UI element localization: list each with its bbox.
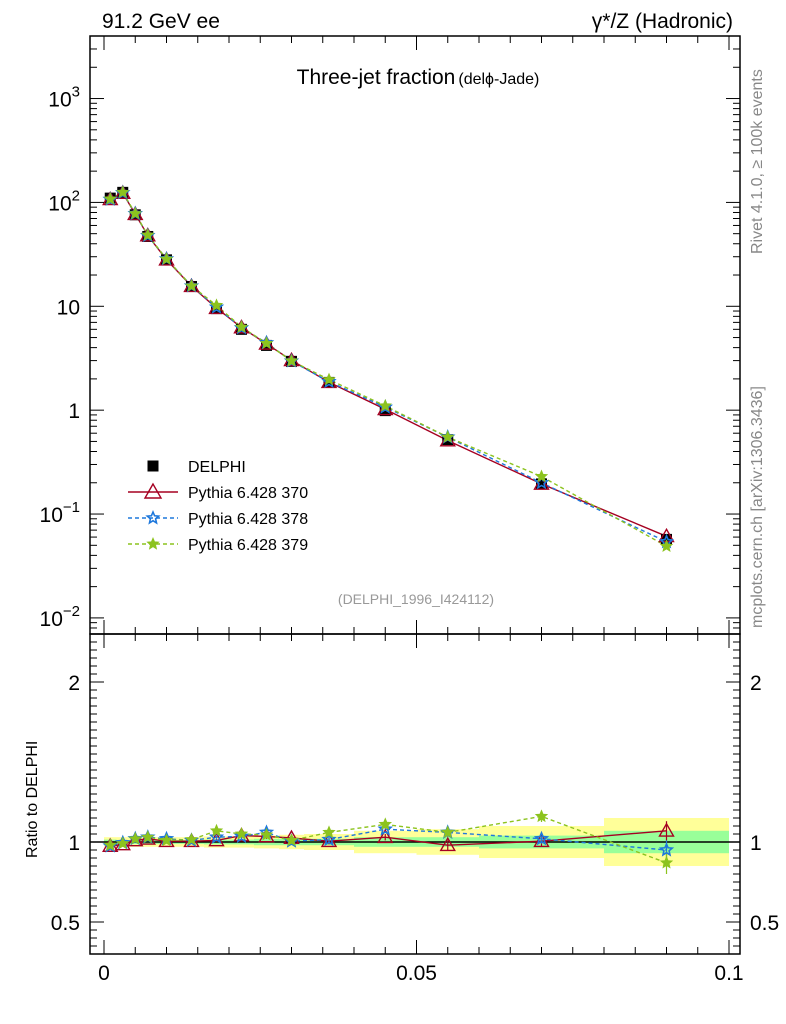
point-p379 bbox=[534, 469, 549, 483]
mcplots-label: mcplots.cern.ch [arXiv:1306.3436] bbox=[749, 386, 766, 628]
legend-marker-data bbox=[147, 460, 159, 472]
point-p378 bbox=[533, 474, 550, 490]
legend-marker-p379 bbox=[146, 536, 160, 550]
ratio-point-p379 bbox=[140, 830, 155, 843]
main-panel: 10−2 10−1 1 10 102 103 Three-jet fraction (del… bbox=[40, 35, 741, 635]
chart-title: Three-jet fraction (delϕ-Jade) bbox=[297, 66, 540, 89]
point-p379 bbox=[209, 298, 224, 312]
point-p379 bbox=[259, 336, 274, 350]
main-y-tick-label: 10−1 bbox=[40, 499, 80, 527]
main-axes: 10−2 10−1 1 10 102 103 bbox=[40, 35, 740, 635]
ratio-point-p378 bbox=[208, 829, 225, 844]
header-process: γ*/Z (Hadronic) bbox=[592, 10, 733, 33]
ratio-point-p379 bbox=[184, 832, 199, 846]
ratio-y-tick-label: 1 bbox=[68, 832, 80, 855]
ratio-point-p379 bbox=[322, 825, 336, 839]
main-y-tick-label: 10−2 bbox=[40, 603, 80, 631]
point-p379 bbox=[659, 539, 674, 552]
ratio-point-p378 bbox=[321, 831, 337, 847]
legend-label-p379: Pythia 6.428 379 bbox=[188, 537, 308, 554]
chart-subtitle: (delϕ-Jade) bbox=[458, 71, 539, 88]
main-y-tick-label: 103 bbox=[48, 84, 80, 112]
ratio-point-p379 bbox=[128, 831, 143, 845]
header-energy: 91.2 GeV ee bbox=[102, 10, 220, 33]
ratio-point-p379 bbox=[234, 826, 249, 840]
ratio-point-p379 bbox=[259, 827, 274, 841]
legend-label-data: DELPHI bbox=[188, 459, 246, 476]
ratio-point-p379 bbox=[284, 833, 299, 847]
ratio-axis-label: Ratio to DELPHI bbox=[24, 741, 41, 858]
main-y-tick-label: 1 bbox=[68, 400, 80, 423]
point-p370 bbox=[377, 400, 394, 416]
main-series-layer bbox=[102, 184, 675, 552]
x-tick-label: 0 bbox=[98, 962, 110, 985]
ratio-point-p370 bbox=[377, 828, 394, 844]
x-tick-label: 0.05 bbox=[396, 962, 437, 985]
rivet-version-label: Rivet 4.1.0, ≥ 100k events bbox=[749, 69, 766, 254]
ratio-point-p378 bbox=[658, 841, 675, 857]
ratio-panel: 0 0.05 0.1 0.5 0.5 1 1 2 2 Ratio to DELPHI bbox=[24, 633, 779, 985]
ratio-y-tick-label-right: 0.5 bbox=[750, 912, 779, 935]
point-p379 bbox=[103, 191, 118, 205]
point-p379 bbox=[115, 185, 130, 199]
legend-label-p370: Pythia 6.428 370 bbox=[188, 485, 308, 502]
ratio-point-p379 bbox=[378, 817, 393, 831]
data-point-delphi bbox=[536, 478, 547, 490]
ratio-point-p379 bbox=[440, 825, 455, 839]
ratio-y-tick-label-right: 2 bbox=[750, 672, 762, 695]
ratio-point-p378 bbox=[377, 821, 394, 836]
point-p379 bbox=[159, 251, 174, 265]
main-y-tick-label: 102 bbox=[48, 187, 80, 215]
legend-marker-p378 bbox=[145, 509, 161, 525]
ratio-point-p379 bbox=[534, 809, 549, 823]
ratio-point-p379 bbox=[115, 836, 130, 850]
point-p379 bbox=[441, 430, 455, 443]
point-p379 bbox=[284, 353, 299, 367]
legend-marker-p370 bbox=[143, 482, 163, 499]
ratio-point-p378 bbox=[533, 830, 550, 846]
point-p379 bbox=[322, 372, 336, 386]
ratio-y-tick-label: 2 bbox=[68, 672, 80, 695]
main-y-tick-label: 10 bbox=[57, 296, 80, 319]
ratio-frame bbox=[89, 633, 741, 955]
legend: DELPHI Pythia 6.428 370 Pythia 6.428 378 Py… bbox=[128, 459, 308, 554]
series-line-p379 bbox=[109, 191, 667, 547]
ratio-point-p379 bbox=[103, 838, 118, 851]
ratio-point-p379 bbox=[659, 855, 674, 869]
point-p379 bbox=[128, 206, 142, 220]
analysis-watermark: (DELPHI_1996_I424112) bbox=[338, 591, 494, 607]
legend-label-p378: Pythia 6.428 378 bbox=[188, 511, 308, 528]
ratio-point-p378 bbox=[233, 828, 250, 843]
point-p378 bbox=[321, 373, 337, 389]
chart-title-main: Three-jet fraction bbox=[297, 66, 456, 89]
point-p379 bbox=[234, 320, 249, 333]
data-point-delphi bbox=[211, 303, 222, 315]
ratio-y-tick-label: 0.5 bbox=[51, 912, 80, 935]
ratio-point-p379 bbox=[209, 823, 224, 837]
ratio-axes: 0 0.05 0.1 0.5 0.5 1 1 2 2 bbox=[51, 633, 779, 985]
point-p379 bbox=[184, 278, 199, 292]
point-p379 bbox=[378, 398, 393, 412]
ratio-point-p370 bbox=[439, 836, 456, 852]
x-tick-label: 0.1 bbox=[714, 962, 743, 985]
ratio-point-p370 bbox=[658, 822, 675, 837]
ratio-series-layer bbox=[102, 809, 675, 874]
ratio-y-tick-label-right: 1 bbox=[750, 832, 762, 855]
point-p379 bbox=[140, 228, 155, 241]
ratio-point-p379 bbox=[159, 833, 174, 847]
